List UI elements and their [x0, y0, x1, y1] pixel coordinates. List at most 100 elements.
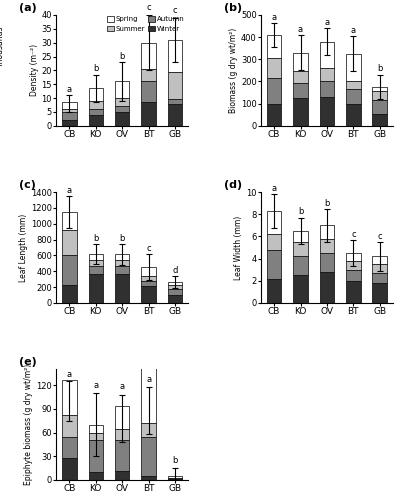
Bar: [346, 54, 360, 82]
Bar: [346, 270, 360, 280]
Bar: [115, 470, 130, 480]
Text: b: b: [298, 208, 303, 216]
Bar: [320, 97, 334, 126]
Bar: [168, 289, 182, 294]
Bar: [115, 112, 130, 126]
Bar: [267, 58, 282, 78]
Text: Thousands: Thousands: [0, 25, 5, 66]
Text: b: b: [93, 64, 99, 73]
Bar: [141, 102, 156, 126]
Bar: [373, 273, 387, 283]
Bar: [293, 98, 308, 126]
Bar: [62, 415, 77, 436]
Bar: [168, 479, 182, 480]
Text: a: a: [146, 374, 151, 384]
Bar: [89, 432, 103, 440]
Bar: [168, 72, 182, 100]
Bar: [89, 274, 103, 303]
Bar: [62, 256, 77, 286]
Bar: [373, 256, 387, 264]
Bar: [267, 78, 282, 104]
Text: a: a: [271, 12, 277, 22]
Text: b: b: [93, 234, 99, 243]
Bar: [267, 234, 282, 250]
Bar: [89, 260, 103, 266]
Bar: [320, 272, 334, 303]
Text: (e): (e): [19, 357, 37, 367]
Bar: [293, 231, 308, 242]
Bar: [293, 256, 308, 275]
Bar: [373, 264, 387, 273]
Legend: Spring, Summer, Autumn, Winter: Spring, Summer, Autumn, Winter: [107, 16, 185, 32]
Bar: [62, 112, 77, 120]
Text: a: a: [93, 381, 98, 390]
Bar: [62, 109, 77, 112]
Bar: [89, 254, 103, 260]
Bar: [62, 230, 77, 256]
Bar: [115, 254, 130, 260]
Bar: [346, 280, 360, 303]
Text: a: a: [67, 85, 72, 94]
Bar: [62, 120, 77, 126]
Text: a: a: [324, 18, 330, 27]
Bar: [62, 458, 77, 480]
Bar: [320, 42, 334, 68]
Bar: [89, 424, 103, 432]
Text: b: b: [324, 198, 330, 207]
Bar: [141, 358, 156, 423]
Bar: [373, 114, 387, 126]
Text: b: b: [172, 456, 178, 465]
Bar: [267, 250, 282, 278]
Bar: [267, 278, 282, 303]
Bar: [62, 436, 77, 458]
Bar: [373, 283, 387, 303]
Bar: [293, 72, 308, 83]
Bar: [373, 100, 387, 114]
Bar: [141, 436, 156, 476]
Bar: [115, 274, 130, 303]
Text: (d): (d): [224, 180, 242, 190]
Bar: [168, 40, 182, 72]
Bar: [115, 428, 130, 440]
Text: (b): (b): [224, 3, 242, 13]
Bar: [89, 266, 103, 274]
Text: c: c: [377, 232, 382, 241]
Bar: [267, 104, 282, 126]
Bar: [141, 276, 156, 281]
Bar: [141, 268, 156, 276]
Bar: [168, 104, 182, 126]
Bar: [89, 101, 103, 109]
Text: c: c: [351, 230, 356, 238]
Bar: [115, 260, 130, 266]
Bar: [141, 476, 156, 480]
Bar: [346, 89, 360, 104]
Bar: [293, 52, 308, 72]
Bar: [141, 82, 156, 102]
Bar: [320, 238, 334, 253]
Bar: [115, 98, 130, 106]
Text: c: c: [173, 6, 177, 15]
Bar: [89, 440, 103, 472]
Bar: [320, 68, 334, 82]
Bar: [141, 423, 156, 436]
Bar: [115, 266, 130, 274]
Bar: [346, 104, 360, 126]
Bar: [89, 472, 103, 480]
Text: a: a: [67, 186, 72, 194]
Bar: [267, 211, 282, 234]
Text: d: d: [172, 266, 178, 274]
Text: a: a: [119, 382, 125, 390]
Bar: [168, 476, 182, 478]
Bar: [141, 42, 156, 69]
Bar: [62, 380, 77, 415]
Text: a: a: [351, 26, 356, 35]
Bar: [373, 87, 387, 92]
Text: a: a: [271, 184, 277, 193]
Bar: [62, 286, 77, 303]
Bar: [168, 284, 182, 289]
Bar: [115, 106, 130, 112]
Text: c: c: [146, 3, 151, 12]
Bar: [115, 82, 130, 98]
Text: b: b: [119, 234, 125, 243]
Bar: [62, 102, 77, 109]
